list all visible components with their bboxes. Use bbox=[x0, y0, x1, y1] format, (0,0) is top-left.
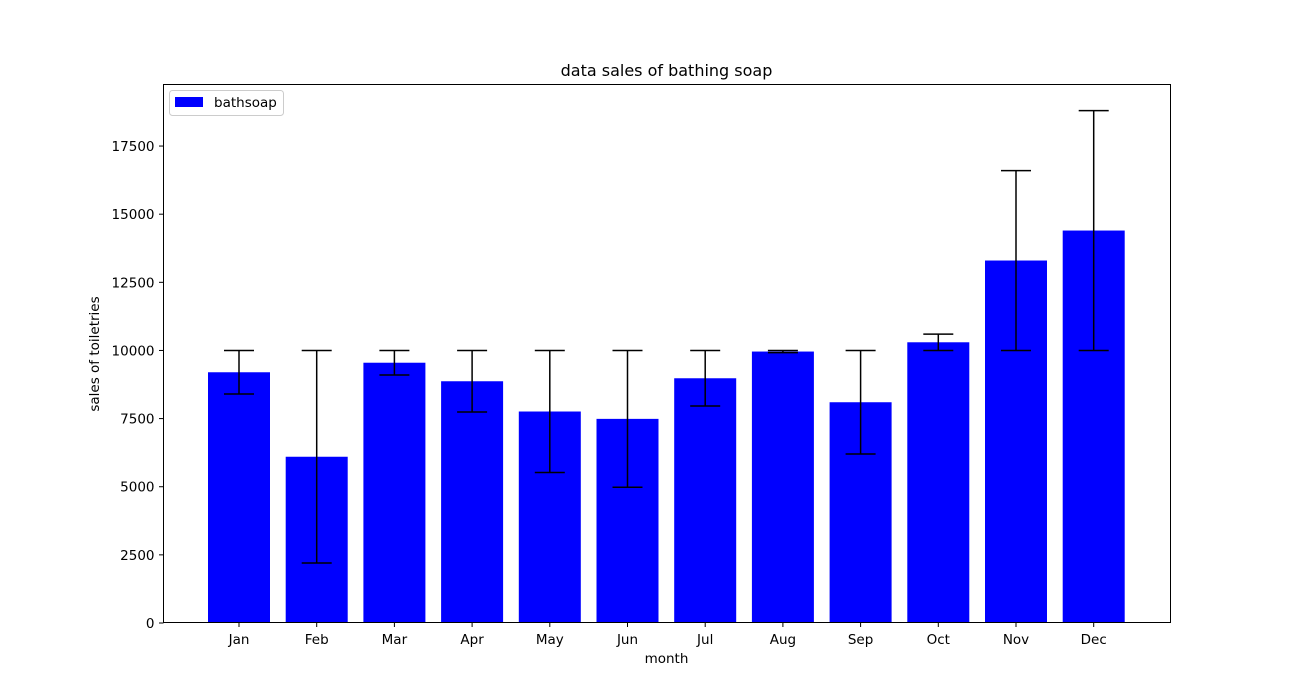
y-tick-label-0: 0 bbox=[146, 616, 155, 632]
x-tick-label-jan: Jan bbox=[228, 632, 250, 648]
legend-swatch bbox=[175, 97, 203, 107]
y-tick-label-7500: 7500 bbox=[120, 412, 154, 428]
chart-title: data sales of bathing soap bbox=[561, 61, 773, 80]
errorbar-feb bbox=[301, 349, 332, 564]
y-tick-label-15000: 15000 bbox=[112, 207, 155, 223]
errorbar-nov bbox=[1001, 169, 1031, 352]
errorbar-jan bbox=[224, 349, 254, 395]
errorbar-apr bbox=[457, 349, 488, 413]
bar-jan bbox=[208, 372, 270, 623]
errorbar-aug bbox=[767, 349, 798, 354]
bars-layer bbox=[208, 230, 1125, 624]
plot-frame bbox=[163, 84, 1171, 623]
x-tick-label-oct: Oct bbox=[927, 632, 950, 648]
legend-box bbox=[169, 90, 284, 116]
x-tick-label-jun: Jun bbox=[616, 632, 638, 648]
x-tick-label-feb: Feb bbox=[305, 632, 329, 648]
y-axis: 0 2500 5000 7500 10000 12500 15000 17500 bbox=[112, 139, 164, 632]
y-tick-label-5000: 5000 bbox=[120, 480, 154, 496]
errorbar-may bbox=[534, 349, 565, 474]
errorbar-dec bbox=[1078, 109, 1109, 352]
y-tick-label-12500: 12500 bbox=[112, 275, 155, 291]
errorbar-mar bbox=[379, 349, 410, 376]
x-tick-label-may: May bbox=[536, 632, 564, 648]
bar-mar bbox=[363, 362, 426, 623]
legend-label: bathsoap bbox=[214, 95, 277, 111]
x-tick-label-mar: Mar bbox=[382, 632, 408, 648]
errorbar-oct bbox=[923, 333, 954, 352]
x-tick-label-apr: Apr bbox=[460, 632, 484, 648]
x-tick-label-aug: Aug bbox=[770, 632, 796, 648]
y-tick-label-2500: 2500 bbox=[120, 548, 154, 564]
x-tick-label-jul: Jul bbox=[696, 632, 713, 648]
x-tick-label-dec: Dec bbox=[1081, 632, 1107, 648]
errorbar-jul bbox=[690, 349, 721, 407]
bar-aug bbox=[751, 351, 814, 623]
bar-apr bbox=[441, 381, 504, 623]
x-axis-label: month bbox=[645, 651, 689, 667]
y-tick-label-17500: 17500 bbox=[112, 139, 155, 155]
y-tick-label-10000: 10000 bbox=[112, 343, 155, 359]
legend: bathsoap bbox=[169, 90, 284, 116]
y-axis-label: sales of toiletries bbox=[87, 296, 103, 411]
errorbar-jun bbox=[612, 349, 643, 489]
bar-jul bbox=[674, 378, 737, 623]
bar-oct bbox=[907, 342, 970, 623]
errorbars-layer bbox=[224, 109, 1109, 564]
errorbar-sep bbox=[845, 349, 876, 455]
x-tick-label-nov: Nov bbox=[1003, 632, 1029, 648]
x-tick-label-sep: Sep bbox=[848, 632, 873, 648]
x-axis: Jan Feb Mar Apr May Jun Jul Aug Sep Oct Nov Dec bbox=[228, 622, 1107, 648]
